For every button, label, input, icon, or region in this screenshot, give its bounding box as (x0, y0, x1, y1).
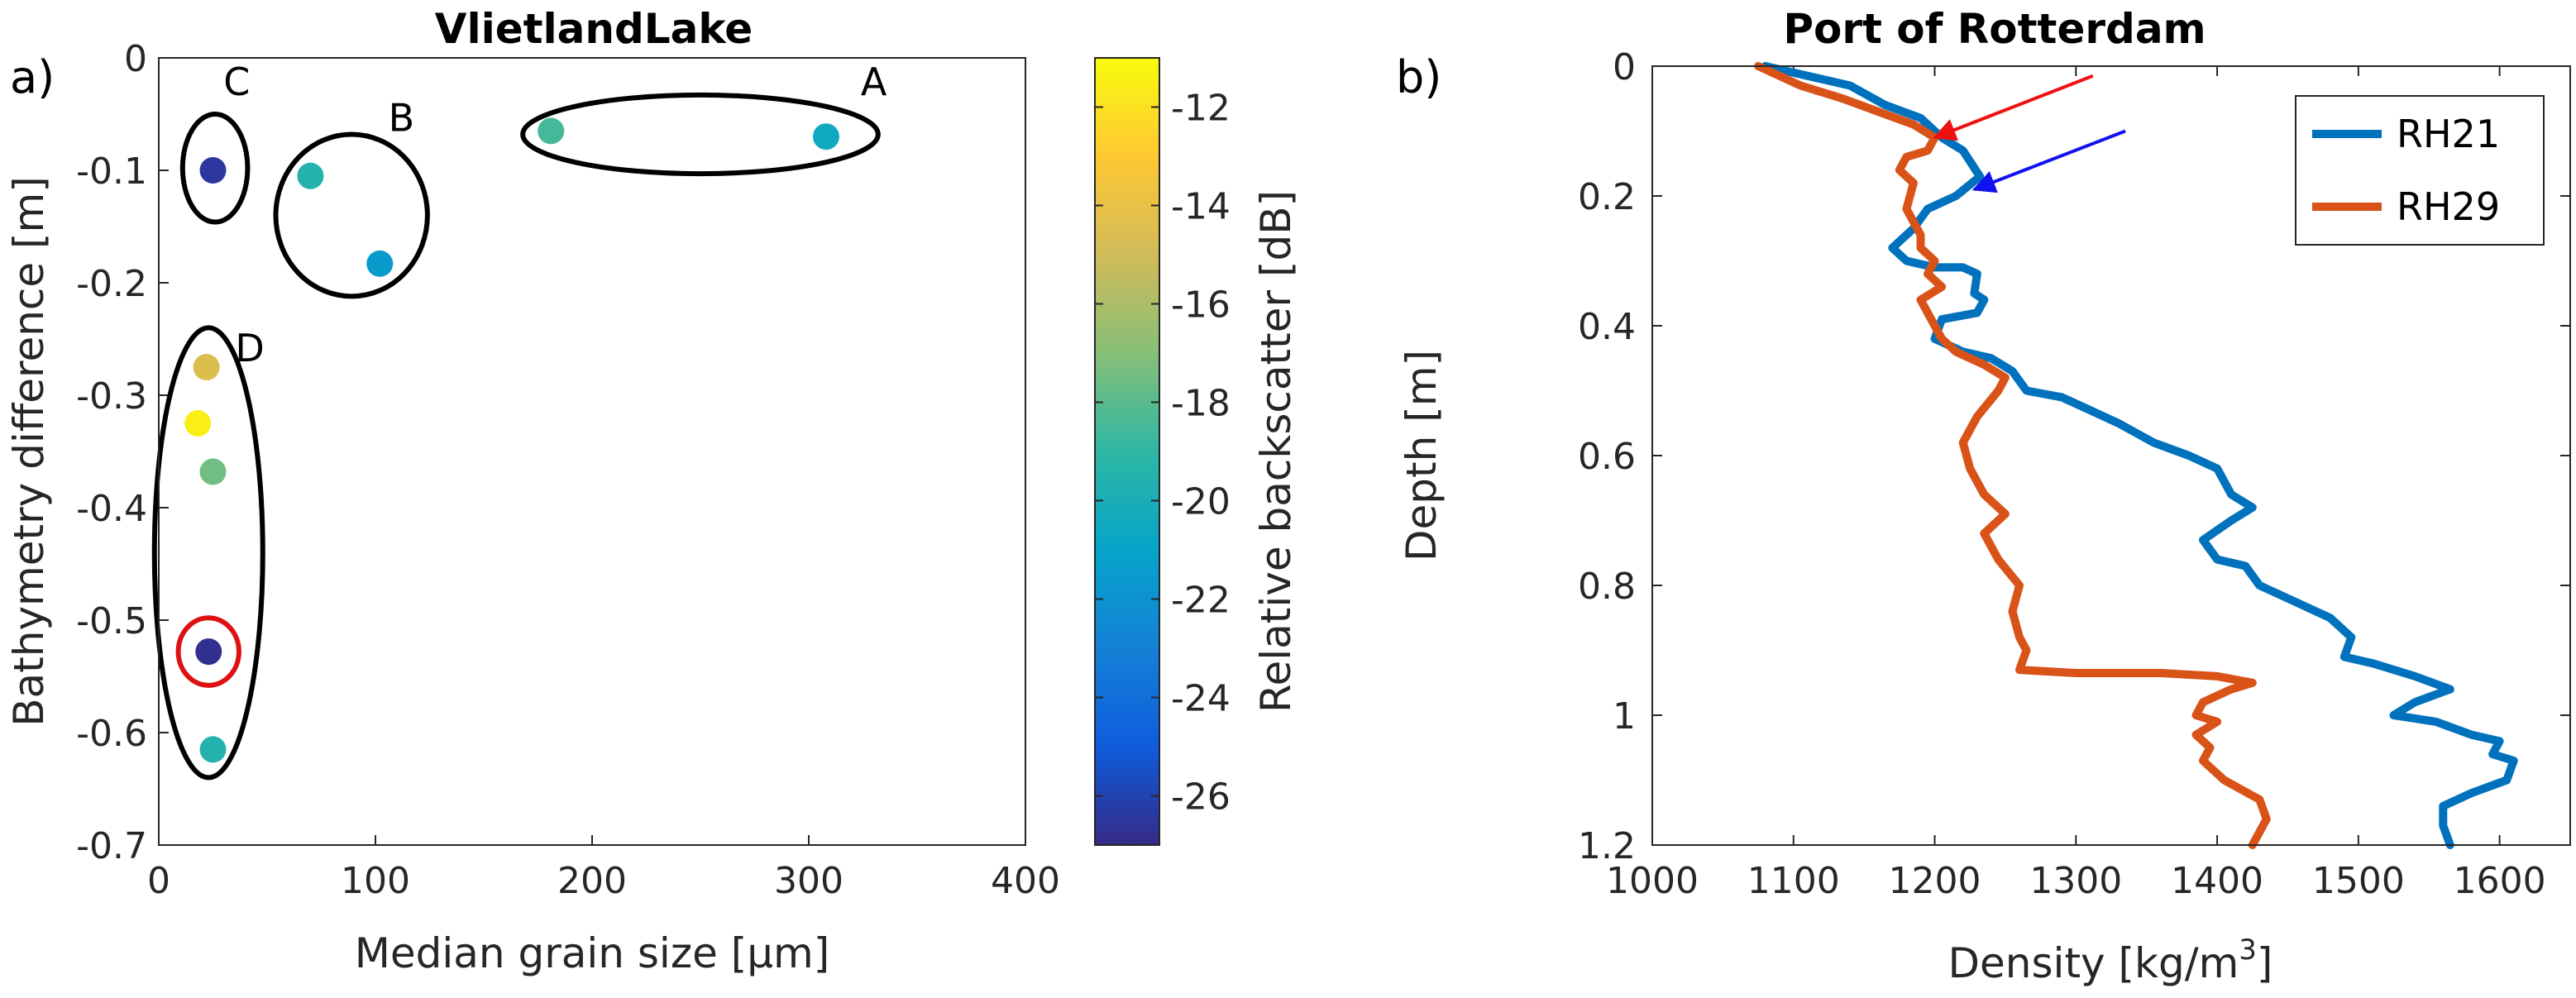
y-tick-label: -0.2 (76, 263, 147, 305)
group-ellipse (151, 325, 265, 781)
panel-b-xlabel: Density [kg/m3] (1948, 934, 2273, 987)
y-tick-label: -0.6 (76, 713, 147, 755)
y-tick-label: -0.7 (76, 825, 147, 867)
x-tick-label: 1200 (1889, 860, 1981, 902)
panel-b-ticks: 1000 1100 1200 1300 1400 1500 1600 0 0.2 0.4 0.6 0.… (1578, 46, 2570, 902)
y-tick-label: 0 (1613, 46, 1636, 88)
panel-b-label: b) (1396, 51, 1441, 103)
y-tick-label: 1.2 (1578, 825, 1636, 867)
scatter-point (199, 736, 227, 763)
group-label: D (235, 326, 264, 370)
y-tick-label: -0.4 (76, 488, 147, 530)
panel-a-group-labels: A B C D (223, 60, 887, 370)
y-tick-label: 0.2 (1578, 176, 1636, 218)
group-label: C (223, 60, 250, 104)
x-tick-label: 1500 (2312, 860, 2405, 902)
group-label: A (861, 60, 887, 104)
y-tick-label: -0.1 (76, 150, 147, 193)
y-tick-label: 0.6 (1578, 436, 1636, 478)
panel-b: b) Port of Rotterdam 1000 1100 1200 1300 140… (1396, 5, 2571, 987)
panel-a-title: VlietlandLake (435, 5, 753, 53)
panel-a-ticks: 0 100 200 300 400 0 -0.1 -0.2 -0.3 -0.4 -0.5 -0.6 -0… (76, 38, 1060, 902)
panel-b-series (1754, 62, 2518, 849)
panel-b-xlabel-sup: 3 (2239, 934, 2257, 967)
colorbar-ticks: -12 -14 -16 -18 -20 -22 -24 -26 (1095, 88, 1231, 819)
scatter-point (199, 458, 227, 485)
panel-b-xlabel-main: Density [kg/m (1948, 939, 2239, 987)
scatter-point (538, 117, 565, 145)
legend-label-rh21: RH21 (2397, 112, 2500, 156)
panel-b-ylabel: Depth [m] (1398, 350, 1446, 561)
x-tick-label: 200 (557, 860, 627, 902)
group-ellipse (273, 131, 430, 299)
x-tick-label: 1000 (1606, 860, 1699, 902)
panel-a-ylabel: Bathymetry difference [m] (5, 176, 53, 727)
series-line-rh21 (1761, 62, 2518, 849)
group-label: B (389, 95, 415, 140)
x-tick-label: 1300 (2029, 860, 2122, 902)
scatter-point (195, 638, 222, 666)
panel-b-axes-box (1651, 65, 2571, 846)
panel-b-xlabel-end: ] (2257, 939, 2273, 987)
x-tick-label: 0 (147, 860, 170, 902)
colorbar-tick-label: -16 (1171, 284, 1231, 327)
x-tick-label: 1600 (2454, 860, 2546, 902)
panel-a-label: a) (10, 51, 55, 103)
scatter-point (812, 123, 839, 150)
panel-a-points (184, 117, 839, 763)
y-tick-label: -0.5 (76, 600, 147, 642)
legend-label-rh29: RH29 (2397, 184, 2500, 229)
scatter-point (199, 157, 227, 184)
legend: RH21 RH29 (2295, 95, 2545, 246)
group-ellipse (175, 615, 241, 688)
colorbar (1094, 57, 1160, 846)
x-tick-label: 1400 (2171, 860, 2263, 902)
panel-b-title: Port of Rotterdam (1783, 5, 2206, 53)
x-tick-label: 400 (991, 860, 1060, 902)
scatter-point (193, 354, 220, 380)
group-ellipse (179, 112, 251, 225)
y-tick-label: 0.4 (1578, 306, 1636, 348)
panel-b-arrows (1932, 74, 2126, 193)
colorbar-tick-label: -26 (1171, 776, 1231, 819)
x-tick-label: 100 (341, 860, 410, 902)
panel-a: a) VlietlandLake 0 100 200 300 400 0 -0.1 -0.2 -… (5, 5, 1300, 977)
y-tick-label: 0 (124, 38, 147, 80)
y-tick-label: 0.8 (1578, 566, 1636, 608)
colorbar-tick-label: -24 (1171, 678, 1231, 720)
x-tick-label: 300 (774, 860, 844, 902)
panel-a-xlabel: Median grain size [μm] (355, 929, 830, 977)
colorbar-tick-label: -20 (1171, 481, 1231, 523)
annotation-arrow (1971, 129, 2126, 193)
colorbar-tick-label: -22 (1171, 580, 1231, 622)
scatter-point (184, 410, 212, 437)
panel-a-axes-box (158, 57, 1026, 846)
scatter-point (297, 162, 324, 189)
x-tick-label: 1100 (1747, 860, 1840, 902)
colorbar-tick-label: -14 (1171, 186, 1231, 228)
legend-box (2295, 95, 2545, 246)
y-tick-label: -0.3 (76, 375, 147, 418)
colorbar-tick-label: -18 (1171, 383, 1231, 425)
series-line-rh29 (1754, 62, 2271, 849)
colorbar-label: Relative backscatter [dB] (1252, 190, 1300, 713)
group-ellipse (520, 92, 881, 177)
panel-a-group-ellipses (151, 92, 881, 781)
y-tick-label: 1 (1613, 695, 1636, 738)
colorbar-tick-label: -12 (1171, 88, 1231, 130)
scatter-point (366, 250, 394, 277)
annotation-arrow (1932, 74, 2094, 141)
